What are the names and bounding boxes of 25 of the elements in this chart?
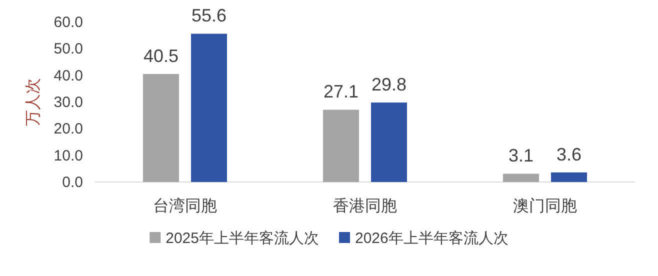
bar (143, 74, 179, 182)
data-label: 27.1 (323, 82, 359, 102)
x-tick-label: 澳门同胞 (513, 197, 577, 215)
y-tick-label: 20.0 (54, 120, 83, 138)
bar (191, 34, 227, 182)
legend-label: 2026年上半年客流人次 (355, 230, 508, 247)
bar (503, 174, 539, 182)
legend-label: 2025年上半年客流人次 (166, 230, 319, 247)
data-label: 29.8 (371, 74, 407, 95)
x-tick-label: 香港同胞 (333, 197, 397, 215)
y-tick-label: 30.0 (54, 94, 83, 111)
y-tick-label: 0.0 (62, 174, 83, 191)
data-label: 55.6 (191, 6, 227, 26)
y-tick-label: 60.0 (54, 14, 83, 31)
data-label: 3.1 (508, 146, 534, 166)
y-axis-title: 万人次 (25, 78, 42, 126)
bar (551, 172, 587, 182)
data-label: 3.6 (556, 144, 582, 164)
bar (323, 110, 359, 182)
y-tick-label: 10.0 (54, 147, 83, 164)
bar (371, 102, 407, 182)
x-tick-label: 台湾同胞 (153, 197, 217, 215)
y-tick-label: 50.0 (54, 40, 83, 58)
data-label: 40.5 (143, 46, 179, 66)
y-tick-label: 40.0 (54, 67, 83, 84)
